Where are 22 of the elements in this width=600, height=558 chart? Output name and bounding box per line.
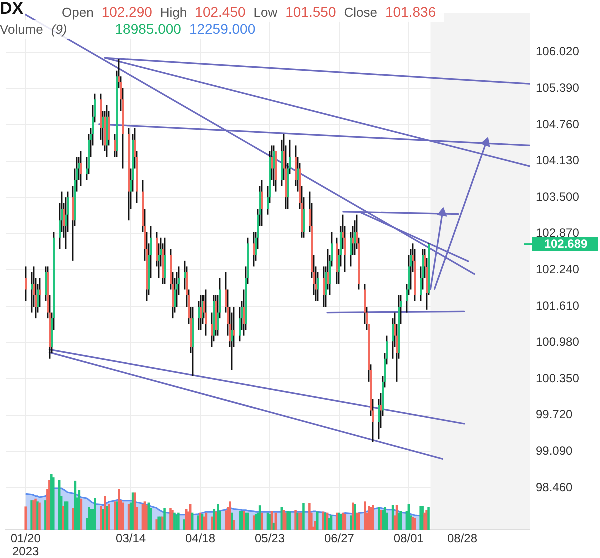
x-tick-label: 08/01 (394, 531, 424, 546)
x-tick-label: 03/14 (116, 531, 146, 546)
y-tick-label: 101.610 (536, 298, 580, 313)
annotation: Open 102.290 High 102.450 Low 101.550 Close 101.836 (62, 4, 436, 20)
y-tick-label: 103.500 (536, 190, 580, 204)
y-tick-label: 100.350 (536, 371, 580, 386)
x-tick-label: 06/27 (324, 531, 355, 546)
chart-title: DX (0, 0, 24, 18)
x-tick-label: 04/18 (186, 531, 216, 546)
x-tick-label: 01/20 2023 (10, 531, 42, 558)
y-tick-label: 100.980 (536, 335, 580, 350)
y-tick-label: 99.720 (536, 408, 574, 422)
y-tick-label: 104.130 (536, 154, 580, 168)
y-tick-label: 104.760 (536, 117, 580, 132)
y-tick-label: 99.090 (536, 444, 574, 458)
y-tick-label: 98.460 (536, 480, 574, 494)
x-tick-label: 05/23 (254, 531, 286, 546)
x-tick-label: 08/28 (448, 531, 478, 546)
y-tick-label: 106.020 (536, 44, 580, 59)
y-tick-label: 105.390 (536, 80, 580, 95)
y-tick-label: 102.240 (536, 262, 580, 276)
text: Volume (9) 18985.000 12259.000 (0, 21, 256, 37)
